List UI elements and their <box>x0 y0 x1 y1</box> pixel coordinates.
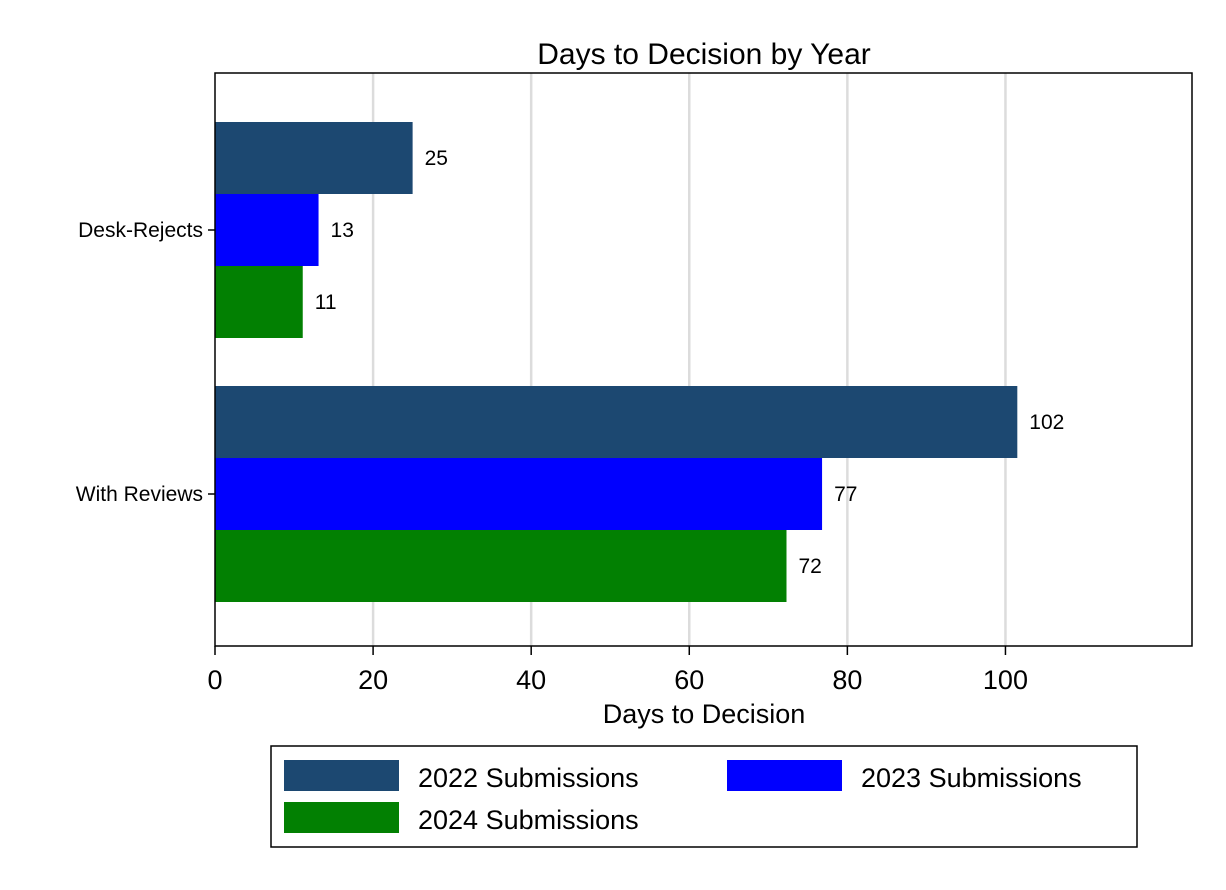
legend-frame <box>270 745 1138 848</box>
data-label: 11 <box>315 291 337 314</box>
data-labels: 25 13 11 102 77 72 <box>315 147 1065 578</box>
data-label: 25 <box>425 147 448 170</box>
data-label: 72 <box>798 555 821 578</box>
legend-label: 2022 Submissions <box>418 763 639 793</box>
legend-swatch <box>727 760 842 791</box>
x-tick-label: 0 <box>207 665 222 695</box>
x-axis: 0 20 40 60 80 100 <box>207 646 1028 695</box>
category-label: Desk-Rejects <box>78 219 203 242</box>
bar <box>215 386 1018 458</box>
bar <box>215 458 823 530</box>
bar <box>215 194 319 266</box>
data-label: 77 <box>834 483 857 506</box>
data-label: 13 <box>331 219 354 242</box>
x-tick-label: 20 <box>358 665 388 695</box>
x-tick-label: 80 <box>832 665 862 695</box>
bars <box>215 122 1018 602</box>
legend-swatch <box>284 760 399 791</box>
bar <box>215 122 413 194</box>
x-tick-label: 60 <box>674 665 704 695</box>
legend-label: 2023 Submissions <box>861 763 1082 793</box>
legend: 2022 Submissions 2023 Submissions 2024 Sub… <box>270 745 1138 848</box>
bar <box>215 530 787 602</box>
category-label: With Reviews <box>76 483 203 506</box>
data-label: 102 <box>1029 411 1064 434</box>
legend-label: 2024 Submissions <box>418 805 639 835</box>
legend-swatch <box>284 802 399 833</box>
x-axis-title: Days to Decision <box>603 699 806 729</box>
bar <box>215 266 303 338</box>
chart-title: Days to Decision by Year <box>537 38 871 71</box>
plot-frame <box>214 72 1193 647</box>
y-axis: Desk-Rejects With Reviews <box>76 219 215 506</box>
x-tick-label: 100 <box>983 665 1028 695</box>
x-tick-label: 40 <box>516 665 546 695</box>
